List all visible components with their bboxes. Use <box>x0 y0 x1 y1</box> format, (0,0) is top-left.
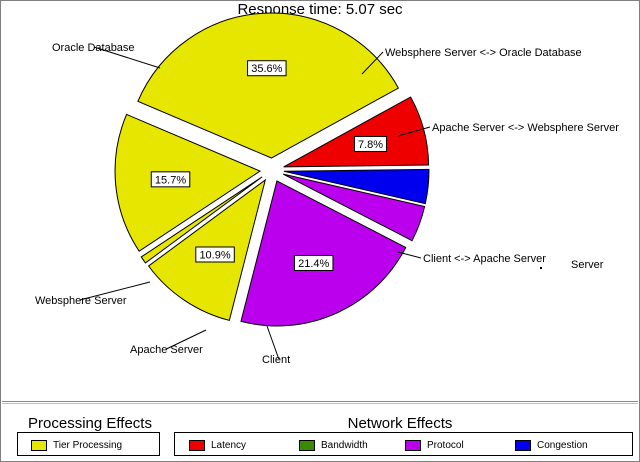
value-label-box-1 <box>354 135 388 152</box>
pie-slice-0 <box>137 12 400 159</box>
processing-legend-box: Tier Processing <box>17 432 160 456</box>
latency-swatch <box>189 439 205 451</box>
value-label-4: 21.4% <box>298 258 329 270</box>
bandwidth-swatch <box>299 439 315 451</box>
legend-label-tier-processing: Tier Processing <box>53 439 123 451</box>
value-label-0: 35.6% <box>251 63 282 75</box>
slice-label-6: Apache Server <box>130 344 203 356</box>
pie-slice-6 <box>140 176 263 264</box>
legend-item-protocol: Protocol <box>405 439 464 451</box>
legend-item-congestion: Congestion <box>515 439 588 451</box>
value-label-box-5 <box>195 246 235 263</box>
network-effects-title: Network Effects <box>347 415 453 432</box>
value-label-5: 10.9% <box>199 249 230 261</box>
legend-label-latency: Latency <box>211 439 247 451</box>
legend-label-bandwidth: Bandwidth <box>321 439 368 451</box>
slice-label-1: Websphere Server <-> Oracle Database <box>385 47 582 59</box>
value-label-1: 7.8% <box>358 139 383 151</box>
tier-processing-swatch <box>31 439 47 451</box>
legend-divider <box>2 401 638 402</box>
legend-item-tier-processing: Tier Processing <box>31 439 122 451</box>
legend-label-congestion: Congestion <box>537 439 588 451</box>
value-label-box-4 <box>293 254 334 271</box>
leader-line-5 <box>266 325 280 360</box>
marker-dot <box>540 267 542 269</box>
pie-slice-2 <box>283 168 430 205</box>
legend-label-protocol: Protocol <box>427 439 464 451</box>
leader-line-1 <box>361 51 384 75</box>
congestion-swatch <box>515 439 531 451</box>
network-legend-box: Latency Bandwidth Protocol Congestion <box>174 432 633 456</box>
leader-line-0 <box>93 46 161 69</box>
slice-label-5: Client <box>262 354 290 366</box>
pie-slice-3 <box>283 173 426 242</box>
server-label: Server <box>571 259 604 271</box>
slice-label-0: Oracle Database <box>52 42 135 54</box>
legend-divider-highlight <box>2 403 638 404</box>
slice-label-4: Client <-> Apache Server <box>423 253 546 265</box>
value-label-box-0 <box>247 60 287 77</box>
processing-effects-title: Processing Effects <box>28 415 152 432</box>
leader-line-4 <box>397 251 422 259</box>
slice-label-7: Websphere Server <box>35 295 127 307</box>
leader-line-3 <box>397 126 431 137</box>
legend-item-bandwidth: Bandwidth <box>299 439 368 451</box>
leader-line-6 <box>166 329 207 350</box>
value-label-7: 15.7% <box>155 174 186 186</box>
pie-chart: 35.6% Oracle Database 7.8% Websphere Server… <box>35 12 619 366</box>
pie-slice-1 <box>283 96 430 168</box>
protocol-swatch <box>405 439 421 451</box>
value-label-box-7 <box>150 171 191 188</box>
legend-item-latency: Latency <box>189 439 246 451</box>
pie-slice-4 <box>240 180 407 327</box>
leader-line-7 <box>79 281 151 301</box>
slice-label-3: Apache Server <-> Websphere Server <box>432 122 619 134</box>
